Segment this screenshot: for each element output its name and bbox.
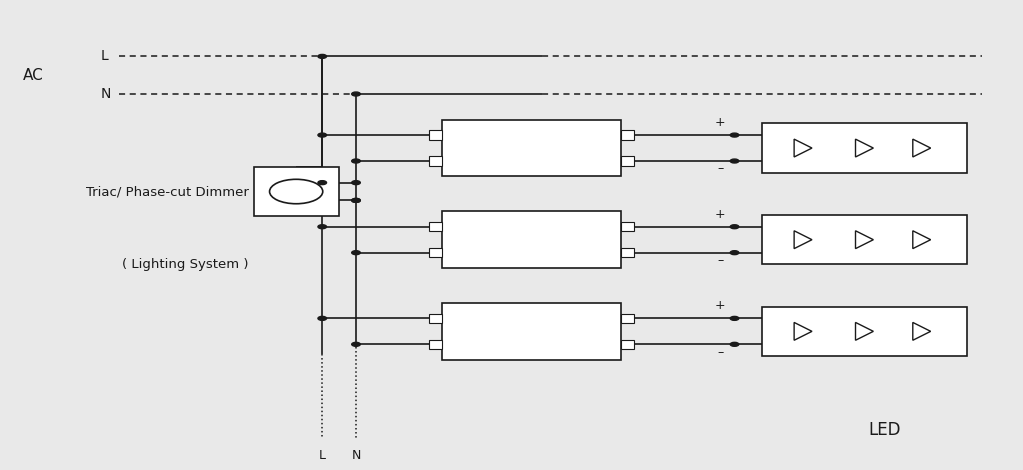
Text: ( Lighting System ): ( Lighting System ) bbox=[122, 258, 249, 271]
Text: LED: LED bbox=[869, 421, 901, 439]
Text: Triac/ Phase-cut Dimmer: Triac/ Phase-cut Dimmer bbox=[86, 185, 249, 198]
Text: +: + bbox=[715, 299, 725, 312]
Circle shape bbox=[730, 342, 739, 346]
Bar bbox=[621, 248, 634, 258]
Circle shape bbox=[730, 225, 739, 229]
Circle shape bbox=[730, 159, 739, 163]
Text: N: N bbox=[433, 342, 438, 347]
Text: +: + bbox=[625, 316, 630, 321]
Text: +: + bbox=[625, 133, 630, 138]
Text: –: – bbox=[717, 346, 723, 359]
Text: N: N bbox=[351, 449, 361, 462]
Text: AC: AC bbox=[23, 68, 43, 83]
Bar bbox=[429, 222, 442, 231]
Bar bbox=[429, 340, 442, 349]
Text: +: + bbox=[625, 224, 630, 229]
Bar bbox=[621, 222, 634, 231]
Bar bbox=[621, 157, 634, 166]
Text: N: N bbox=[433, 158, 438, 164]
Text: L: L bbox=[434, 316, 437, 321]
Circle shape bbox=[730, 133, 739, 137]
Circle shape bbox=[352, 342, 360, 346]
Bar bbox=[429, 313, 442, 323]
Bar bbox=[429, 157, 442, 166]
Text: –: – bbox=[717, 163, 723, 175]
Bar bbox=[621, 130, 634, 140]
Circle shape bbox=[730, 316, 739, 321]
Text: +: + bbox=[715, 208, 725, 220]
Circle shape bbox=[318, 180, 326, 185]
Circle shape bbox=[318, 133, 326, 137]
Text: -: - bbox=[626, 158, 629, 164]
Text: Output: Output bbox=[612, 321, 616, 342]
Circle shape bbox=[730, 251, 739, 255]
Text: L: L bbox=[100, 49, 108, 63]
Text: -: - bbox=[626, 250, 629, 256]
Text: L: L bbox=[434, 133, 437, 138]
Circle shape bbox=[352, 159, 360, 163]
Bar bbox=[254, 167, 339, 216]
Bar bbox=[442, 120, 621, 176]
Text: Output: Output bbox=[612, 229, 616, 251]
Bar bbox=[442, 212, 621, 268]
Text: N: N bbox=[433, 250, 438, 255]
Text: Output: Output bbox=[612, 137, 616, 159]
Bar bbox=[442, 303, 621, 360]
Text: –: – bbox=[717, 254, 723, 267]
Text: Input: Input bbox=[447, 323, 451, 339]
Circle shape bbox=[318, 225, 326, 229]
Text: L: L bbox=[319, 449, 325, 462]
Bar bbox=[762, 215, 967, 264]
Circle shape bbox=[352, 180, 360, 185]
Circle shape bbox=[318, 55, 326, 58]
Bar bbox=[762, 123, 967, 172]
Text: -: - bbox=[626, 341, 629, 347]
Text: Input: Input bbox=[447, 140, 451, 156]
Circle shape bbox=[352, 198, 360, 203]
Text: L: L bbox=[434, 224, 437, 229]
Bar bbox=[621, 313, 634, 323]
Circle shape bbox=[352, 92, 360, 96]
Circle shape bbox=[352, 251, 360, 255]
Circle shape bbox=[318, 316, 326, 321]
Bar bbox=[621, 340, 634, 349]
Text: Input: Input bbox=[447, 232, 451, 248]
Bar bbox=[429, 130, 442, 140]
Circle shape bbox=[352, 198, 360, 203]
Text: +: + bbox=[715, 116, 725, 129]
Text: N: N bbox=[100, 87, 110, 101]
Bar bbox=[762, 307, 967, 356]
Text: Triac Driver: Triac Driver bbox=[499, 325, 571, 338]
Text: Triac Driver: Triac Driver bbox=[499, 233, 571, 246]
Bar bbox=[429, 248, 442, 258]
Text: Triac Driver: Triac Driver bbox=[499, 141, 571, 155]
